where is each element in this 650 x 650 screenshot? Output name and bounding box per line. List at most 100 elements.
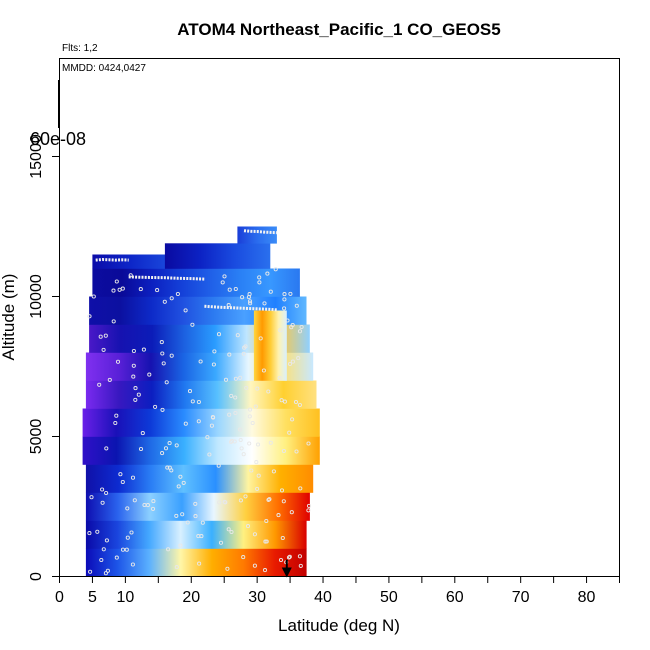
y-tick-label: 15000: [28, 134, 45, 179]
sample-point: [296, 356, 301, 361]
sample-point: [227, 352, 232, 357]
sample-point: [223, 377, 229, 382]
sample-point: [239, 446, 244, 451]
sample-point: [138, 446, 144, 452]
sample-point: [211, 362, 216, 367]
sample-point: [282, 306, 287, 311]
sample-point: [247, 299, 253, 304]
sample-point: [262, 301, 267, 306]
sample-point: [209, 423, 214, 428]
sample-point: [287, 430, 292, 435]
sample-point: [233, 395, 238, 400]
sample-point: [101, 547, 106, 552]
sample-point: [238, 375, 243, 380]
sample-point: [185, 520, 190, 525]
sample-point: [150, 506, 156, 511]
sample-point: [247, 414, 252, 419]
y-tick-label: 10000: [28, 274, 45, 319]
sample-point: [298, 486, 303, 491]
sample-point: [138, 287, 143, 292]
sample-point: [162, 299, 167, 304]
sample-point: [211, 415, 216, 420]
sample-point: [104, 490, 109, 496]
sample-point: [91, 294, 96, 299]
x-tick-label: 30: [248, 589, 266, 606]
sample-point: [105, 568, 110, 573]
sample-point: [196, 399, 201, 405]
sample-point: [131, 374, 136, 379]
sample-point: [190, 322, 195, 327]
plot-frame: [59, 58, 620, 577]
sample-point: [95, 529, 100, 534]
sample-point: [238, 498, 243, 503]
sample-point: [285, 318, 290, 323]
sample-point: [200, 520, 205, 525]
sample-point: [174, 443, 179, 448]
sample-point: [290, 417, 295, 422]
sample-point: [131, 363, 136, 368]
sample-point: [266, 497, 271, 502]
sample-point: [278, 557, 284, 563]
heatmap-cell: [253, 310, 287, 381]
sample-point: [261, 368, 266, 373]
sample-point: [140, 431, 145, 436]
sample-point: [273, 267, 278, 272]
sample-point: [241, 555, 246, 560]
heatmap-cell: [85, 464, 314, 493]
y-tick-label: 0: [28, 572, 45, 581]
sample-point: [235, 333, 240, 338]
sample-point: [166, 547, 171, 552]
x-tick-label: 5: [88, 589, 97, 606]
sample-point: [114, 279, 119, 284]
sample-point: [169, 296, 174, 301]
sample-point: [160, 451, 165, 456]
sample-point: [147, 372, 152, 377]
x-tick-label: 50: [380, 589, 398, 606]
sample-point: [228, 439, 234, 445]
flight-tracks: [95, 229, 278, 312]
sample-point: [155, 288, 160, 293]
sample-point: [254, 460, 259, 465]
sample-point: [160, 351, 165, 356]
sample-point: [163, 446, 169, 451]
sample-point: [141, 347, 146, 352]
x-tick-label: 20: [182, 589, 200, 606]
sample-point: [220, 280, 225, 285]
sample-point: [216, 332, 222, 337]
sample-point: [282, 399, 287, 404]
sample-point: [257, 280, 262, 285]
sample-point: [160, 407, 165, 412]
sample-point: [180, 512, 185, 517]
sample-point: [248, 301, 253, 306]
flight-track: [128, 275, 205, 281]
sample-point: [279, 488, 285, 493]
x-tick-label: 80: [578, 589, 596, 606]
sample-point: [178, 543, 183, 548]
sample-point: [241, 452, 246, 457]
sample-point: [287, 361, 293, 367]
sample-point: [198, 359, 203, 364]
sample-point: [187, 389, 193, 394]
sample-point: [255, 442, 261, 447]
sample-point: [167, 465, 172, 470]
sample-point: [252, 532, 257, 537]
sample-point: [124, 547, 129, 552]
sample-point: [178, 474, 183, 479]
colorbar-label: 60e-08: [30, 129, 86, 149]
sample-point: [196, 419, 201, 424]
sample-point: [268, 289, 273, 294]
sample-point: [120, 547, 126, 552]
sample-point: [111, 319, 116, 324]
sample-point: [288, 291, 293, 296]
sample-point: [129, 530, 134, 535]
sample-point: [233, 410, 238, 416]
x-axis: 0 5 10 20 30 40 50 60 70 80: [55, 576, 620, 606]
y-axis-label: Altitude (m): [0, 274, 18, 361]
sample-point: [271, 469, 276, 474]
sample-point: [289, 325, 294, 330]
sample-point: [247, 441, 252, 446]
sample-point: [244, 385, 249, 390]
sample-point: [241, 351, 246, 356]
sample-point: [130, 475, 136, 480]
sample-point: [264, 518, 269, 524]
